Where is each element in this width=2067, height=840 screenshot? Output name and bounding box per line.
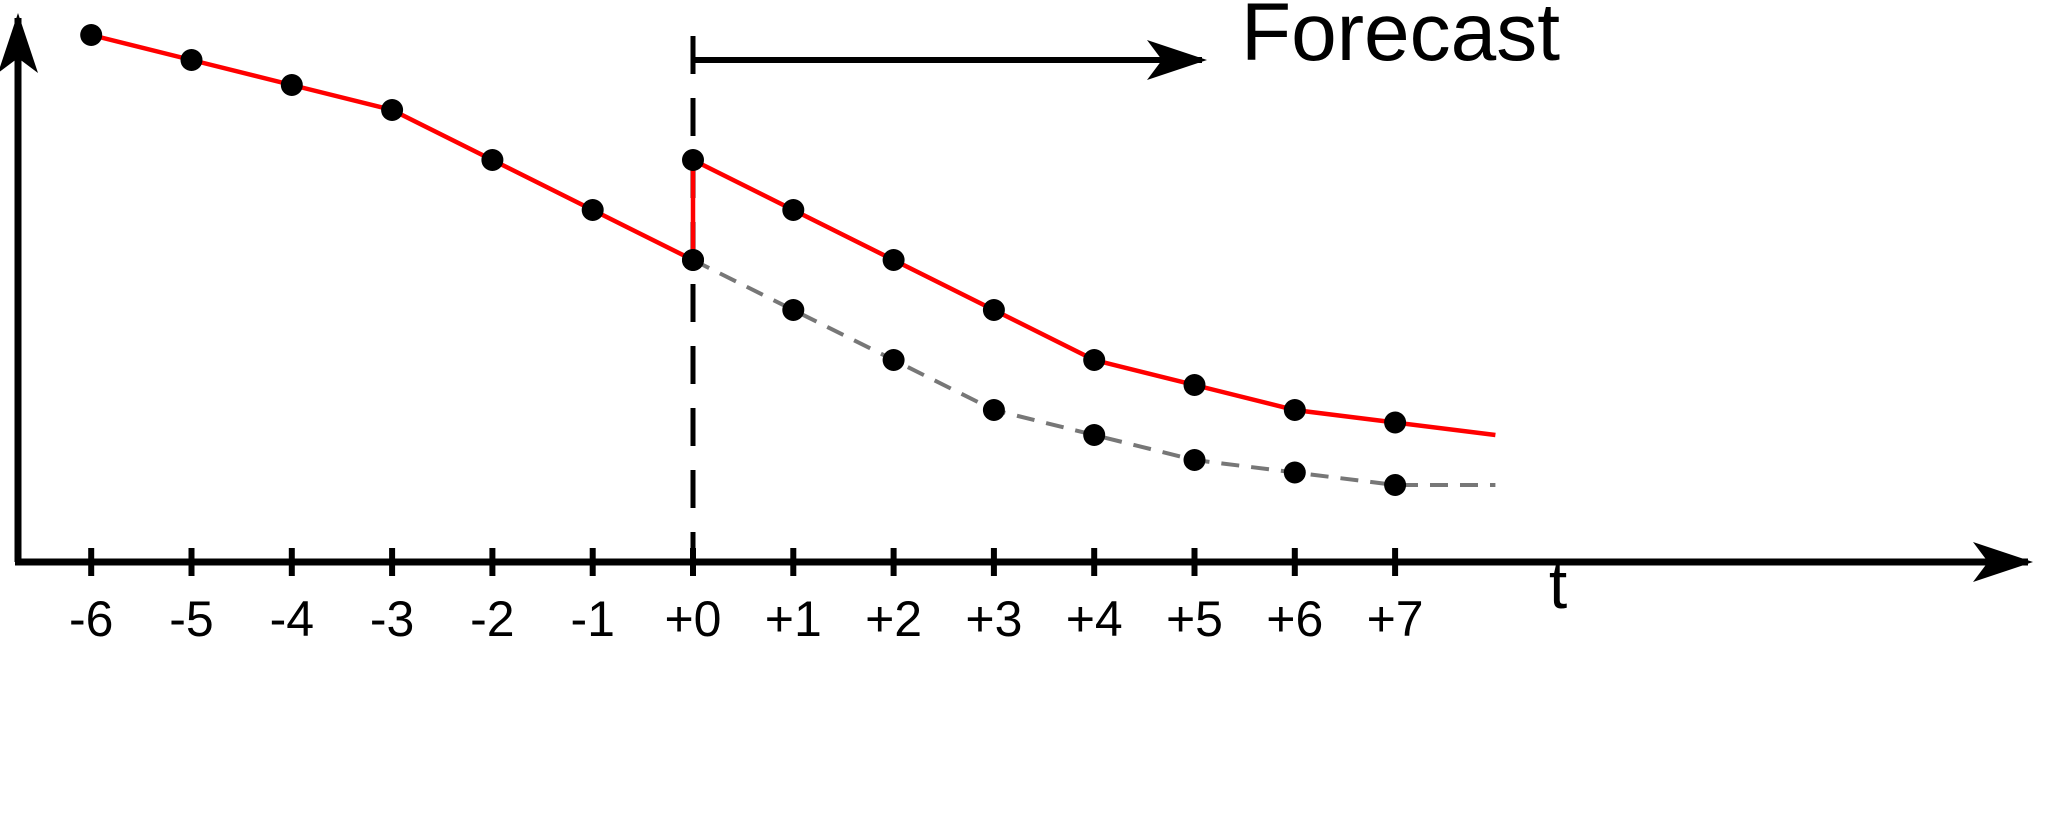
x-tick-label: +5 <box>1166 591 1223 647</box>
x-tick-label: -5 <box>169 591 213 647</box>
series-lines <box>90 32 1496 487</box>
x-tick-label: +4 <box>1066 591 1123 647</box>
data-point <box>682 249 704 271</box>
data-point <box>1283 399 1306 421</box>
x-tick-label: +7 <box>1367 591 1424 647</box>
data-point <box>481 149 504 171</box>
data-point <box>1083 349 1106 371</box>
data-point <box>1283 461 1306 484</box>
data-point <box>1384 411 1407 434</box>
data-markers <box>80 24 1407 496</box>
data-point <box>1384 474 1407 496</box>
x-tick-label: +1 <box>765 591 822 647</box>
x-axis-tick-labels: -6 -5 -4 -3 -2 -1 +0 +1 +2 +3 +4 +5 +6 +7 <box>69 591 1424 647</box>
data-point <box>782 299 805 321</box>
x-tick-label: -1 <box>570 591 614 647</box>
x-tick-label: +3 <box>965 591 1022 647</box>
data-point <box>782 199 805 221</box>
series-line <box>90 32 695 263</box>
data-point <box>1183 374 1206 396</box>
data-point <box>381 99 404 121</box>
x-axis-title: t <box>1549 548 1567 622</box>
data-point <box>882 249 905 271</box>
baseline-dashed-line <box>692 258 1496 487</box>
x-tick-label: +6 <box>1266 591 1323 647</box>
data-point <box>982 399 1005 421</box>
data-point <box>1083 424 1106 446</box>
data-point <box>581 199 604 221</box>
x-tick-label: -4 <box>270 591 314 647</box>
data-point <box>882 349 905 371</box>
x-axis-ticks <box>88 548 1399 576</box>
forecast-label: Forecast <box>1241 0 1560 78</box>
x-tick-label: +0 <box>664 591 721 647</box>
data-point <box>180 49 203 71</box>
series-line <box>691 157 1496 438</box>
x-tick-label: +2 <box>865 591 922 647</box>
data-point <box>682 149 704 171</box>
data-point <box>80 24 103 46</box>
data-point <box>280 74 303 96</box>
data-point <box>982 299 1005 321</box>
x-tick-label: -6 <box>69 591 113 647</box>
x-tick-label: -3 <box>370 591 414 647</box>
data-point <box>1183 449 1206 471</box>
x-tick-label: -2 <box>470 591 514 647</box>
